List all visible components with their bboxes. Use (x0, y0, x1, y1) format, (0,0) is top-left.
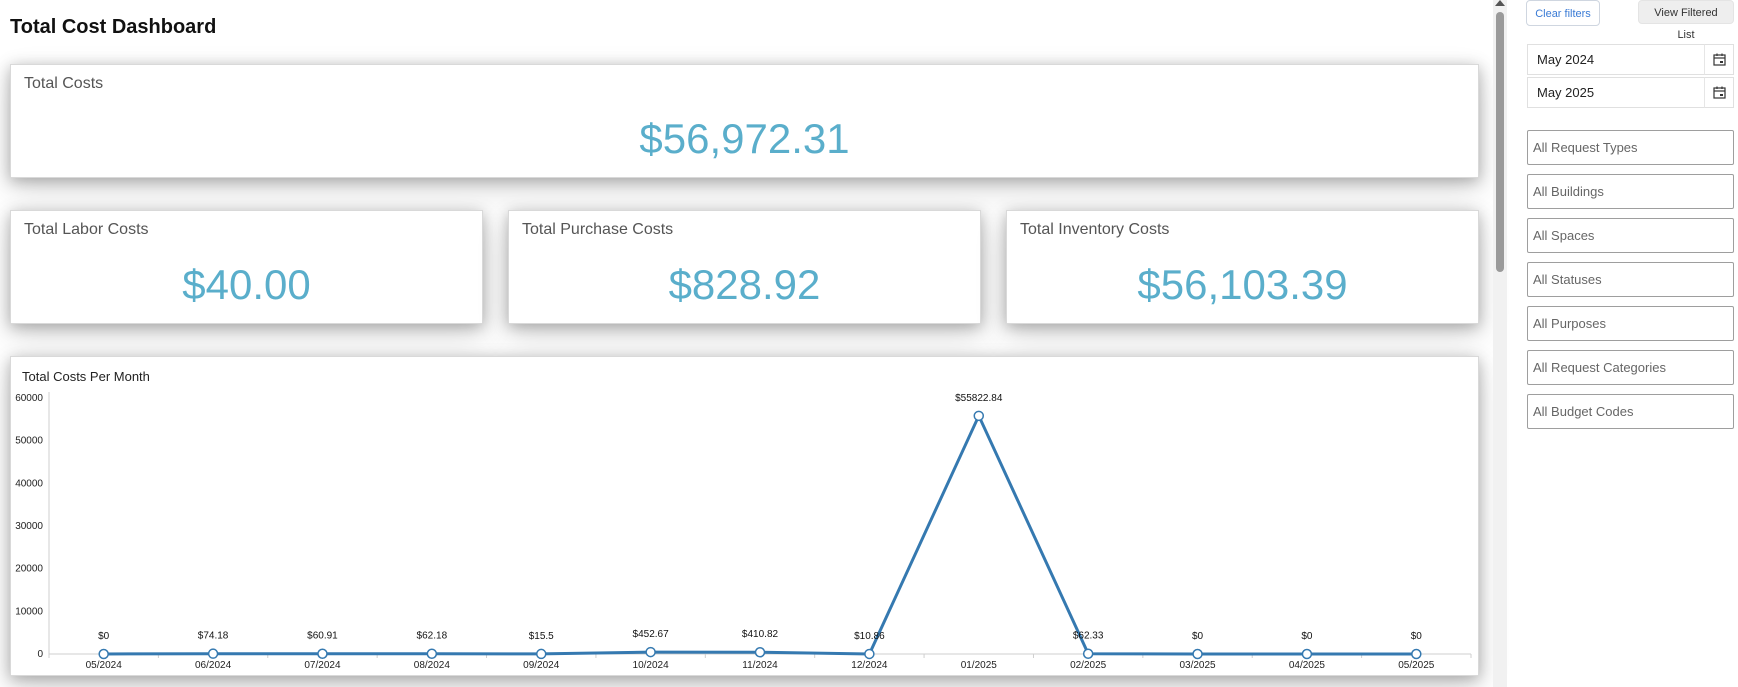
page-title: Total Cost Dashboard (10, 16, 217, 38)
data-label: $62.18 (417, 631, 448, 642)
data-label: $55822.84 (955, 393, 1003, 404)
scrollbar-thumb[interactable] (1496, 12, 1504, 272)
start-date-calendar-button[interactable] (1704, 44, 1734, 75)
purchase-costs-value: $828.92 (668, 261, 821, 308)
data-point (864, 648, 875, 660)
clear-filters-button[interactable]: Clear filters (1526, 0, 1600, 26)
budget-codes-select[interactable]: All Budget Codes (1527, 394, 1734, 429)
calendar-icon (1713, 86, 1726, 99)
data-point (98, 648, 109, 660)
data-point (426, 648, 438, 659)
end-date-input[interactable]: May 2025 (1527, 77, 1713, 108)
chart-title: Total Costs Per Month (22, 369, 150, 384)
request-types-select[interactable]: All Request Types (1527, 130, 1734, 165)
calendar-icon (1713, 53, 1726, 66)
purchase-costs-card: Total Purchase Costs $828.92 (508, 210, 981, 324)
labor-costs-card: Total Labor Costs $40.00 (10, 210, 483, 324)
view-filtered-list-button[interactable]: View Filtered List (1638, 0, 1734, 41)
total-costs-value: $56,972.31 (639, 115, 850, 162)
spaces-select[interactable]: All Spaces (1527, 218, 1734, 253)
end-date-calendar-button[interactable] (1704, 77, 1734, 108)
inventory-costs-title: Total Inventory Costs (1020, 221, 1170, 238)
data-label: $0 (1411, 631, 1423, 642)
x-tick-label: 12/2024 (851, 660, 888, 671)
x-tick-label: 06/2024 (195, 660, 232, 671)
x-tick-label: 01/2025 (961, 660, 998, 671)
x-tick-label: 02/2025 (1070, 660, 1107, 671)
series-line (103, 412, 1417, 656)
data-label: $0 (1192, 631, 1204, 642)
data-point (973, 410, 985, 422)
scroll-up-arrow-icon[interactable] (1495, 0, 1505, 6)
labor-costs-value: $40.00 (182, 261, 311, 308)
x-tick-label: 08/2024 (414, 660, 451, 671)
data-label: $62.33 (1073, 631, 1104, 642)
labor-costs-title: Total Labor Costs (24, 221, 149, 238)
data-point (1082, 648, 1094, 659)
data-point (535, 648, 547, 660)
purposes-select[interactable]: All Purposes (1527, 306, 1734, 341)
buildings-select[interactable]: All Buildings (1527, 174, 1734, 209)
inventory-costs-card: Total Inventory Costs $56,103.39 (1006, 210, 1479, 324)
costs-per-month-chart: 0 10000 20000 30000 40000 50000 60000 05/2024 06… (15, 392, 1472, 671)
statuses-select[interactable]: All Statuses (1527, 262, 1734, 297)
data-label: $0 (98, 631, 110, 642)
data-label: $452.67 (633, 629, 670, 640)
y-tick-label: 0 (37, 649, 43, 660)
data-point (317, 648, 328, 659)
x-tick-label: 05/2024 (86, 660, 123, 671)
data-label: $15.5 (529, 631, 554, 642)
data-label: $410.82 (742, 629, 779, 640)
total-costs-card: Total Costs $56,972.31 (10, 64, 1479, 178)
purchase-costs-title: Total Purchase Costs (522, 221, 674, 238)
data-label: $60.91 (307, 631, 338, 642)
start-date-input[interactable]: May 2024 (1527, 44, 1713, 75)
data-point (207, 648, 219, 659)
y-tick-label: 30000 (15, 521, 43, 532)
data-point (1411, 648, 1422, 660)
x-tick-label: 04/2025 (1289, 660, 1326, 671)
data-point (1192, 648, 1203, 660)
y-tick-label: 40000 (15, 478, 43, 489)
data-point (1301, 648, 1313, 660)
x-tick-label: 10/2024 (633, 660, 670, 671)
y-tick-label: 60000 (15, 393, 43, 404)
y-tick-label: 50000 (15, 436, 43, 447)
y-tick-label: 10000 (15, 606, 43, 617)
data-label: $0 (1301, 631, 1313, 642)
data-point (754, 646, 766, 658)
y-tick-label: 20000 (15, 564, 43, 575)
inventory-costs-value: $56,103.39 (1137, 261, 1348, 308)
x-tick-label: 07/2024 (304, 660, 341, 671)
main-scrollbar[interactable] (1493, 0, 1507, 687)
data-label: $74.18 (198, 631, 229, 642)
request-categories-select[interactable]: All Request Categories (1527, 350, 1734, 385)
x-tick-label: 05/2025 (1398, 660, 1435, 671)
data-label: $10.86 (854, 631, 885, 642)
x-tick-label: 03/2025 (1179, 660, 1216, 671)
costs-per-month-chart-card: Total Costs Per Month 0 10000 20000 30000 40… (10, 356, 1479, 676)
x-tick-label: 11/2024 (742, 660, 778, 671)
total-costs-title: Total Costs (24, 75, 104, 92)
data-point (645, 646, 656, 658)
x-tick-label: 09/2024 (523, 660, 560, 671)
